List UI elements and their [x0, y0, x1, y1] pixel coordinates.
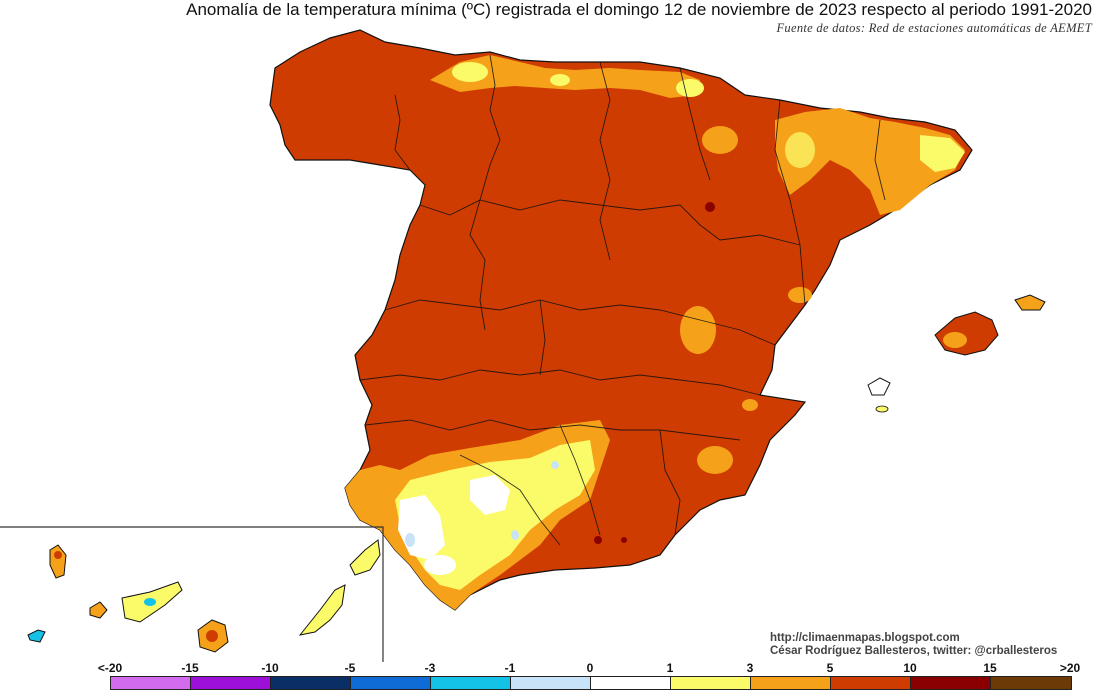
- sevilla-white: [470, 475, 510, 515]
- northeast-warm: [775, 108, 965, 215]
- legend-tick-label: -3: [424, 661, 436, 675]
- hot-spot-2: [594, 536, 602, 544]
- mallorca: [934, 311, 999, 356]
- la-palma-core: [54, 551, 62, 559]
- legend-tick-label: <-20: [97, 661, 123, 675]
- north-yellow-3: [676, 79, 704, 97]
- author-credit: César Rodríguez Ballesteros, twitter: @c…: [770, 645, 1058, 657]
- northeast-yellow: [920, 135, 965, 172]
- legend-tick-label: -10: [261, 661, 279, 675]
- la-gomera: [89, 601, 108, 619]
- legend-tick-label: 5: [826, 661, 834, 675]
- legend-tick-label: >20: [1059, 661, 1081, 675]
- andalusia-yellow: [395, 440, 595, 590]
- legend-tick-label: 15: [983, 661, 997, 675]
- gran-canaria-core: [206, 630, 218, 642]
- la-palma: [49, 544, 67, 579]
- blue-spot-3: [551, 461, 559, 469]
- cadiz-white: [424, 555, 456, 575]
- teruel-warm: [788, 287, 812, 303]
- north-yellow-1: [452, 62, 488, 82]
- murcia-warm: [697, 446, 733, 474]
- ebro-warm: [702, 126, 738, 154]
- legend-tick-label: 0: [586, 661, 594, 675]
- blue-spot-1: [405, 533, 415, 547]
- ibiza: [867, 377, 891, 396]
- blog-credit: http://climaenmapas.blogspot.com: [770, 632, 960, 644]
- legend-tick-label: -5: [344, 661, 356, 675]
- legend-swatch: [431, 677, 511, 689]
- legend-swatch: [751, 677, 831, 689]
- lanzarote: [349, 539, 381, 576]
- region-borders: [359, 54, 886, 546]
- legend-swatch: [271, 677, 351, 689]
- legend-swatch: [831, 677, 911, 689]
- legend-tick-label: 3: [746, 661, 754, 675]
- legend-tick-label: -1: [504, 661, 516, 675]
- north-yellow-2: [550, 74, 570, 86]
- fuerteventura: [298, 584, 346, 636]
- el-hierro: [27, 629, 46, 643]
- legend-swatch: [911, 677, 991, 689]
- canary-inset-frame: [0, 526, 384, 662]
- legend-swatch: [591, 677, 671, 689]
- legend-tick-label: -15: [181, 661, 199, 675]
- cuenca-warm: [680, 306, 716, 354]
- map-title: Anomalía de la temperatura mínima (ºC) r…: [186, 0, 1092, 19]
- tenerife-blue: [144, 598, 156, 606]
- mallorca-warm: [943, 332, 967, 348]
- legend-swatch: [351, 677, 431, 689]
- menorca: [1014, 294, 1046, 311]
- legend-swatch: [671, 677, 751, 689]
- color-legend: [110, 676, 1072, 690]
- formentera: [875, 405, 889, 413]
- legend-swatch: [991, 677, 1071, 689]
- legend-tick-label: 1: [666, 661, 674, 675]
- hot-spot-3: [621, 537, 627, 543]
- data-source: Fuente de datos: Red de estaciones autom…: [776, 21, 1092, 35]
- valencia-warm: [742, 399, 758, 411]
- hot-spot-1: [705, 202, 715, 212]
- pyrenees-yellow: [785, 132, 815, 168]
- legend-swatch: [511, 677, 591, 689]
- legend-swatch: [111, 677, 191, 689]
- legend-tick-label: 10: [903, 661, 917, 675]
- legend-swatch: [191, 677, 271, 689]
- blue-spot-2: [511, 530, 519, 540]
